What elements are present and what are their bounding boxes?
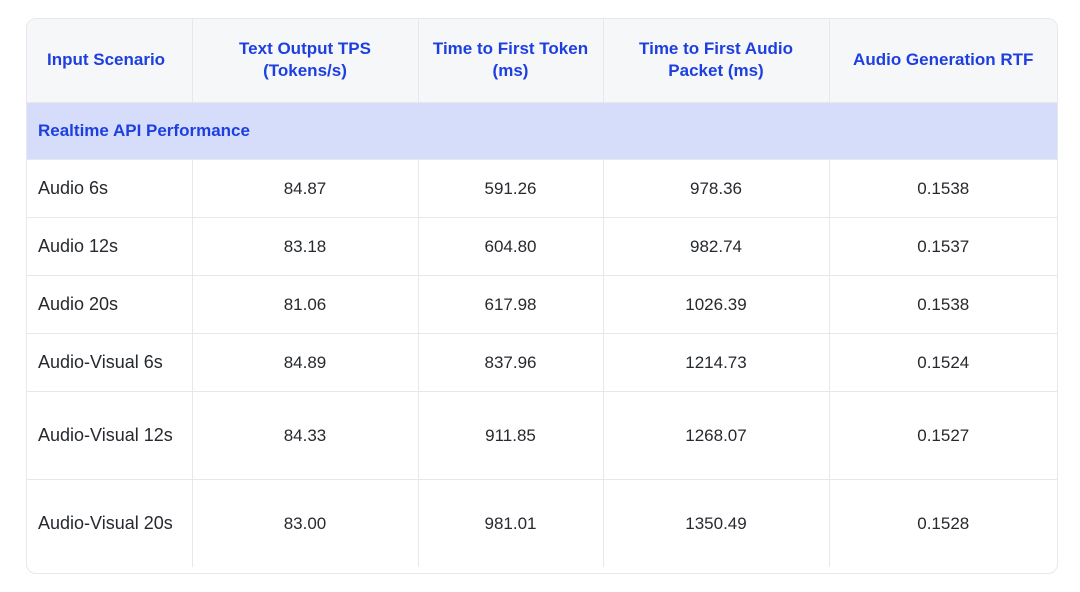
section-title: Realtime API Performance — [27, 102, 1057, 160]
ttft-cell: 617.98 — [418, 275, 604, 334]
table-row: Audio-Visual 12s 84.33 911.85 1268.07 0.… — [27, 391, 1057, 480]
rtf-cell: 0.1538 — [829, 159, 1057, 218]
column-header-time-to-first-audio-packet: Time to First Audio Packet (ms) — [603, 19, 830, 103]
scenario-cell: Audio-Visual 6s — [27, 333, 193, 392]
performance-table-card: Input Scenario Text Output TPS (Tokens/s… — [26, 18, 1058, 574]
table-row: Audio-Visual 6s 84.89 837.96 1214.73 0.1… — [27, 333, 1057, 392]
rtf-cell: 0.1538 — [829, 275, 1057, 334]
ttfap-cell: 1268.07 — [603, 391, 830, 480]
ttft-cell: 981.01 — [418, 479, 604, 567]
ttft-cell: 911.85 — [418, 391, 604, 480]
table-row: Audio 12s 83.18 604.80 982.74 0.1537 — [27, 217, 1057, 276]
scenario-cell: Audio-Visual 20s — [27, 479, 193, 567]
scenario-cell: Audio 20s — [27, 275, 193, 334]
ttft-cell: 591.26 — [418, 159, 604, 218]
section-row: Realtime API Performance — [27, 102, 1057, 160]
column-header-time-to-first-token: Time to First Token (ms) — [418, 19, 604, 103]
rtf-cell: 0.1524 — [829, 333, 1057, 392]
table-row: Audio 6s 84.87 591.26 978.36 0.1538 — [27, 159, 1057, 218]
ttfap-cell: 1214.73 — [603, 333, 830, 392]
rtf-cell: 0.1527 — [829, 391, 1057, 480]
performance-table: Input Scenario Text Output TPS (Tokens/s… — [27, 19, 1057, 567]
column-header-input-scenario: Input Scenario — [27, 19, 193, 103]
header-row: Input Scenario Text Output TPS (Tokens/s… — [27, 19, 1057, 103]
table-row: Audio 20s 81.06 617.98 1026.39 0.1538 — [27, 275, 1057, 334]
rtf-cell: 0.1537 — [829, 217, 1057, 276]
tps-cell: 84.87 — [192, 159, 419, 218]
ttfap-cell: 1350.49 — [603, 479, 830, 567]
tps-cell: 83.00 — [192, 479, 419, 567]
scenario-cell: Audio 12s — [27, 217, 193, 276]
scenario-cell: Audio 6s — [27, 159, 193, 218]
ttfap-cell: 982.74 — [603, 217, 830, 276]
table-row: Audio-Visual 20s 83.00 981.01 1350.49 0.… — [27, 479, 1057, 567]
ttfap-cell: 978.36 — [603, 159, 830, 218]
scenario-cell: Audio-Visual 12s — [27, 391, 193, 480]
tps-cell: 81.06 — [192, 275, 419, 334]
tps-cell: 84.33 — [192, 391, 419, 480]
ttfap-cell: 1026.39 — [603, 275, 830, 334]
column-header-text-output-tps: Text Output TPS (Tokens/s) — [192, 19, 419, 103]
column-header-audio-generation-rtf: Audio Generation RTF — [829, 19, 1057, 103]
tps-cell: 84.89 — [192, 333, 419, 392]
ttft-cell: 837.96 — [418, 333, 604, 392]
tps-cell: 83.18 — [192, 217, 419, 276]
ttft-cell: 604.80 — [418, 217, 604, 276]
rtf-cell: 0.1528 — [917, 513, 970, 533]
